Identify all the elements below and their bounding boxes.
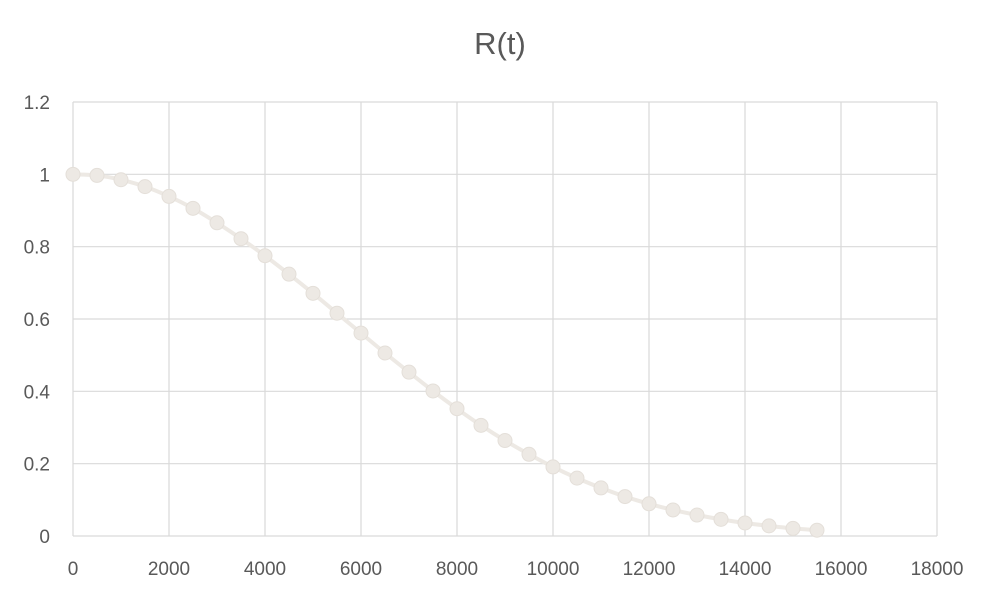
- data-point: [281, 266, 297, 282]
- x-tick-label: 18000: [911, 559, 964, 580]
- data-point: [473, 417, 489, 433]
- y-tick-label: 0.8: [24, 238, 50, 259]
- y-tick-label: 0.2: [24, 455, 50, 476]
- y-tick-label: 1.2: [24, 93, 50, 114]
- data-point: [185, 200, 201, 216]
- data-point: [401, 364, 417, 380]
- data-point: [569, 470, 585, 486]
- data-point: [89, 167, 105, 183]
- data-point: [113, 172, 129, 188]
- x-tick-label: 10000: [527, 559, 580, 580]
- data-point: [809, 522, 825, 538]
- y-tick-label: 1: [39, 165, 50, 186]
- x-tick-label: 8000: [436, 559, 478, 580]
- data-point: [761, 518, 777, 534]
- series-line: [72, 172, 818, 533]
- series-r-t: [65, 166, 825, 538]
- data-point: [665, 502, 681, 518]
- data-point: [785, 520, 801, 536]
- data-point: [737, 515, 753, 531]
- x-tick-label: 14000: [719, 559, 772, 580]
- x-tick-label: 2000: [148, 559, 190, 580]
- gridlines: [72, 101, 938, 537]
- x-tick-label: 0: [68, 559, 79, 580]
- x-tick-label: 6000: [340, 559, 382, 580]
- data-point: [65, 166, 81, 182]
- y-tick-label: 0: [39, 527, 50, 548]
- axis-tick-labels: 0 2000 4000 6000 8000 10000 12000 14000 16000 180…: [24, 93, 964, 580]
- data-point: [329, 305, 345, 321]
- data-point: [593, 480, 609, 496]
- data-point: [353, 325, 369, 341]
- data-point: [641, 496, 657, 512]
- y-tick-label: 0.6: [24, 310, 50, 331]
- chart-title: R(t): [474, 26, 526, 61]
- x-tick-label: 4000: [244, 559, 286, 580]
- x-tick-label: 12000: [623, 559, 676, 580]
- data-point: [161, 188, 177, 204]
- data-point: [521, 446, 537, 462]
- data-point: [617, 489, 633, 505]
- data-point: [689, 507, 705, 523]
- data-point: [425, 383, 441, 399]
- data-point: [137, 179, 153, 195]
- x-tick-label: 16000: [815, 559, 868, 580]
- data-point: [305, 285, 321, 301]
- data-point: [377, 345, 393, 361]
- data-point: [713, 511, 729, 527]
- y-tick-label: 0.4: [24, 382, 51, 403]
- data-point: [497, 433, 513, 449]
- data-point: [545, 459, 561, 475]
- data-point: [209, 215, 225, 231]
- data-point: [233, 231, 249, 247]
- data-point: [449, 401, 465, 417]
- data-point: [257, 248, 273, 264]
